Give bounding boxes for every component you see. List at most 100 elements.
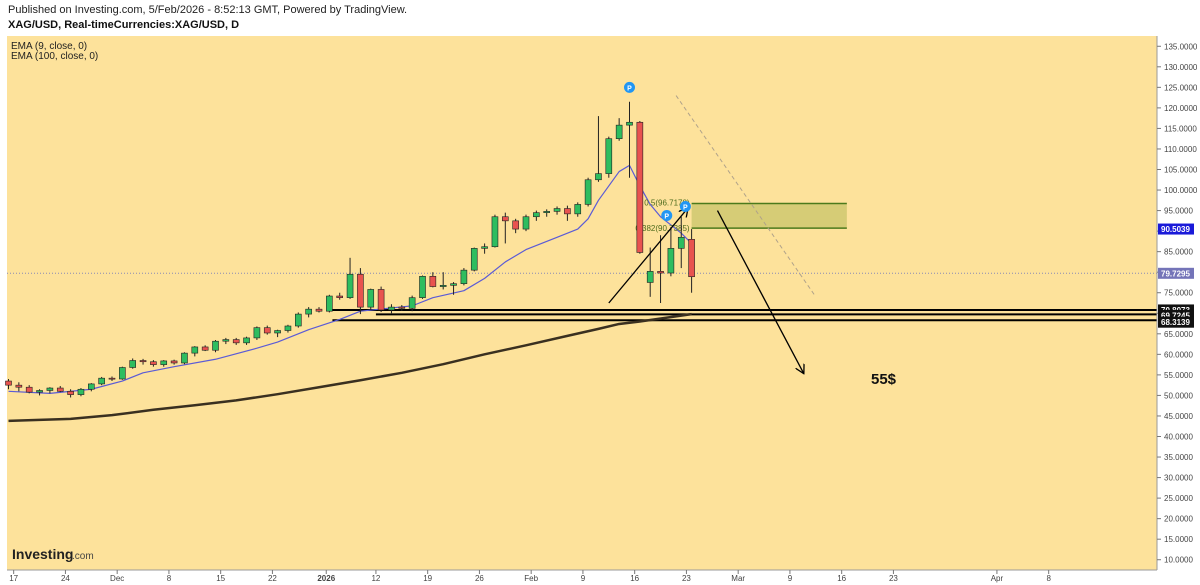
- candle-body: [305, 308, 312, 315]
- candle[interactable]: [605, 136, 613, 178]
- candle[interactable]: [595, 116, 602, 182]
- candle[interactable]: [574, 202, 582, 217]
- candle[interactable]: [212, 339, 219, 353]
- candle[interactable]: [98, 376, 105, 386]
- candle[interactable]: [46, 387, 54, 394]
- candle[interactable]: [315, 307, 323, 313]
- candle[interactable]: [626, 101, 633, 178]
- candle-body: [357, 273, 364, 308]
- candle[interactable]: [688, 229, 695, 293]
- x-tick-label: Mar: [731, 574, 745, 583]
- plot-area[interactable]: [7, 36, 1157, 570]
- candle-body: [326, 295, 333, 312]
- candle[interactable]: [139, 358, 147, 365]
- candle[interactable]: [336, 292, 344, 300]
- x-tick-label: Dec: [110, 574, 124, 583]
- candle[interactable]: [201, 345, 209, 352]
- candle[interactable]: [5, 378, 12, 390]
- candle[interactable]: [346, 257, 354, 299]
- candle-body: [512, 220, 519, 230]
- x-tick-label: 24: [61, 574, 70, 583]
- candle[interactable]: [243, 336, 250, 345]
- candle[interactable]: [419, 275, 426, 299]
- candle[interactable]: [615, 118, 623, 141]
- candle[interactable]: [222, 337, 230, 345]
- candle[interactable]: [108, 376, 116, 382]
- candle-body: [36, 390, 43, 393]
- candle[interactable]: [584, 177, 592, 207]
- candle[interactable]: [36, 389, 43, 396]
- candle[interactable]: [429, 272, 437, 288]
- candle-body: [460, 269, 468, 284]
- price-tag[interactable]: 79.7295: [1158, 267, 1194, 279]
- target-label[interactable]: 55$: [871, 371, 897, 388]
- pivot-marker[interactable]: P: [679, 200, 691, 212]
- candle[interactable]: [481, 243, 488, 254]
- candle[interactable]: [543, 209, 551, 217]
- candle-body: [605, 138, 613, 174]
- price-tag[interactable]: 69.7245: [1158, 309, 1194, 321]
- candle[interactable]: [170, 359, 178, 365]
- candle[interactable]: [450, 282, 457, 295]
- fib-zone[interactable]: [691, 203, 847, 229]
- x-tick-label: 9: [581, 574, 586, 583]
- x-tick-label: 2026: [317, 574, 335, 583]
- candle[interactable]: [274, 329, 281, 338]
- y-tick-label: 55.0000: [1164, 371, 1193, 380]
- candle[interactable]: [67, 389, 74, 398]
- candle[interactable]: [388, 304, 395, 314]
- candle-body: [25, 386, 33, 393]
- candle[interactable]: [129, 358, 136, 369]
- candle[interactable]: [408, 295, 416, 312]
- candle[interactable]: [15, 382, 23, 392]
- pivot-marker[interactable]: P: [624, 81, 635, 93]
- x-tick-label: 23: [889, 574, 898, 583]
- candle-body: [139, 360, 147, 363]
- candle[interactable]: [646, 247, 654, 297]
- candle[interactable]: [263, 325, 271, 335]
- candle[interactable]: [326, 294, 333, 313]
- x-tick-label: 9: [788, 574, 793, 583]
- candle[interactable]: [77, 388, 85, 397]
- candle[interactable]: [181, 352, 188, 365]
- candle[interactable]: [522, 214, 530, 232]
- candle[interactable]: [25, 385, 33, 394]
- candle[interactable]: [284, 324, 292, 333]
- candle[interactable]: [667, 227, 675, 277]
- candle[interactable]: [191, 346, 199, 357]
- candle[interactable]: [533, 210, 540, 221]
- pivot-marker[interactable]: P: [661, 210, 673, 222]
- candle[interactable]: [160, 360, 168, 367]
- candle[interactable]: [150, 360, 157, 367]
- candle[interactable]: [88, 383, 95, 392]
- candle[interactable]: [294, 312, 302, 328]
- dashed-trend-line[interactable]: [675, 95, 817, 298]
- price-tag[interactable]: 68.3139: [1158, 316, 1194, 328]
- candle[interactable]: [398, 305, 406, 311]
- candle[interactable]: [367, 288, 375, 310]
- candle[interactable]: [564, 205, 571, 221]
- candle[interactable]: [657, 235, 664, 303]
- candle[interactable]: [232, 337, 240, 345]
- candle[interactable]: [512, 218, 519, 234]
- candle[interactable]: [357, 268, 364, 315]
- price-tag[interactable]: 90.5039: [1158, 223, 1194, 235]
- candle[interactable]: [553, 206, 561, 215]
- candle[interactable]: [439, 272, 447, 290]
- candle[interactable]: [460, 268, 468, 286]
- arrow-down[interactable]: [716, 210, 803, 373]
- candle[interactable]: [636, 121, 644, 254]
- candle[interactable]: [491, 214, 499, 248]
- arrow-up[interactable]: [608, 209, 688, 304]
- candle[interactable]: [377, 286, 385, 313]
- candle[interactable]: [119, 366, 126, 380]
- candle[interactable]: [677, 216, 685, 269]
- candle[interactable]: [253, 326, 261, 340]
- candle[interactable]: [470, 247, 478, 272]
- candle[interactable]: [305, 307, 312, 318]
- candle-body: [439, 285, 447, 287]
- candle-body: [615, 124, 623, 139]
- candle[interactable]: [56, 385, 64, 393]
- candle[interactable]: [501, 212, 509, 244]
